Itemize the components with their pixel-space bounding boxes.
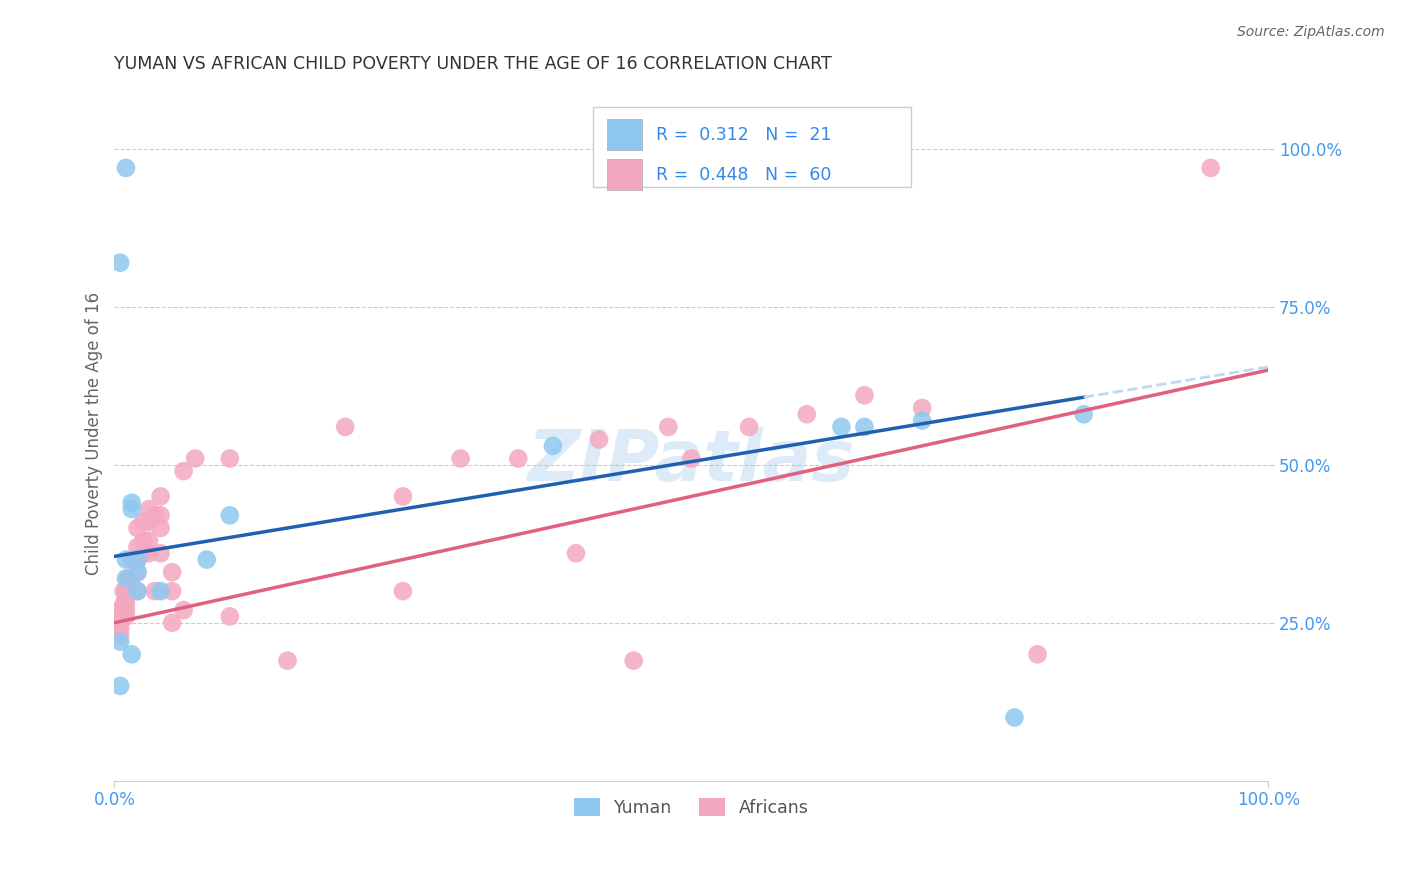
Yuman — [115, 572, 138, 586]
Africans — [657, 420, 679, 434]
Africans — [115, 597, 138, 611]
Africans — [143, 584, 166, 599]
Yuman — [541, 439, 564, 453]
Text: R =  0.448   N =  60: R = 0.448 N = 60 — [655, 166, 831, 184]
Africans — [738, 420, 761, 434]
Yuman — [115, 552, 138, 566]
Africans — [508, 451, 530, 466]
Africans — [218, 609, 240, 624]
Africans — [108, 603, 131, 617]
Yuman — [830, 420, 852, 434]
Yuman — [218, 508, 240, 523]
Africans — [911, 401, 934, 415]
FancyBboxPatch shape — [593, 107, 911, 186]
Africans — [160, 565, 183, 579]
Text: ZIPatlas: ZIPatlas — [527, 426, 855, 496]
Africans — [138, 502, 160, 516]
Africans — [149, 489, 172, 503]
Africans — [112, 597, 135, 611]
Africans — [143, 508, 166, 523]
Africans — [160, 615, 183, 630]
Africans — [588, 433, 610, 447]
Africans — [117, 572, 139, 586]
Africans — [1026, 648, 1049, 662]
FancyBboxPatch shape — [607, 119, 641, 150]
Africans — [276, 654, 298, 668]
Africans — [121, 572, 143, 586]
Africans — [127, 521, 149, 535]
Africans — [138, 533, 160, 548]
Africans — [149, 508, 172, 523]
Africans — [1199, 161, 1222, 175]
Yuman — [127, 565, 149, 579]
Africans — [173, 603, 195, 617]
Africans — [127, 584, 149, 599]
Africans — [121, 584, 143, 599]
Africans — [392, 489, 415, 503]
Africans — [138, 546, 160, 560]
Africans — [108, 609, 131, 624]
Africans — [121, 552, 143, 566]
Africans — [108, 628, 131, 642]
Africans — [117, 584, 139, 599]
Legend: Yuman, Africans: Yuman, Africans — [568, 791, 815, 824]
Africans — [218, 451, 240, 466]
Yuman — [121, 496, 143, 510]
Yuman — [195, 552, 218, 566]
Yuman — [127, 552, 149, 566]
Y-axis label: Child Poverty Under the Age of 16: Child Poverty Under the Age of 16 — [86, 292, 103, 574]
Yuman — [853, 420, 876, 434]
FancyBboxPatch shape — [607, 159, 641, 190]
Africans — [335, 420, 357, 434]
Yuman — [127, 584, 149, 599]
Africans — [149, 521, 172, 535]
Africans — [853, 388, 876, 402]
Africans — [108, 615, 131, 630]
Yuman — [108, 255, 131, 269]
Africans — [108, 622, 131, 636]
Africans — [112, 584, 135, 599]
Yuman — [115, 161, 138, 175]
Africans — [115, 603, 138, 617]
Africans — [127, 552, 149, 566]
Africans — [115, 591, 138, 605]
Yuman — [108, 679, 131, 693]
Yuman — [1004, 710, 1026, 724]
Africans — [173, 464, 195, 478]
Yuman — [121, 502, 143, 516]
Africans — [796, 407, 818, 421]
Yuman — [911, 414, 934, 428]
Africans — [565, 546, 588, 560]
Yuman — [108, 634, 131, 648]
Africans — [681, 451, 703, 466]
Yuman — [121, 648, 143, 662]
Africans — [392, 584, 415, 599]
Africans — [115, 584, 138, 599]
Yuman — [1073, 407, 1095, 421]
Africans — [115, 609, 138, 624]
Text: R =  0.312   N =  21: R = 0.312 N = 21 — [655, 126, 831, 144]
Africans — [132, 515, 155, 529]
Africans — [127, 540, 149, 554]
Africans — [623, 654, 645, 668]
Yuman — [149, 584, 172, 599]
Africans — [450, 451, 472, 466]
Africans — [138, 515, 160, 529]
Africans — [160, 584, 183, 599]
Text: Source: ZipAtlas.com: Source: ZipAtlas.com — [1237, 25, 1385, 39]
Africans — [132, 533, 155, 548]
Africans — [132, 546, 155, 560]
Africans — [184, 451, 207, 466]
Text: YUMAN VS AFRICAN CHILD POVERTY UNDER THE AGE OF 16 CORRELATION CHART: YUMAN VS AFRICAN CHILD POVERTY UNDER THE… — [114, 55, 832, 73]
Africans — [149, 546, 172, 560]
Africans — [127, 565, 149, 579]
